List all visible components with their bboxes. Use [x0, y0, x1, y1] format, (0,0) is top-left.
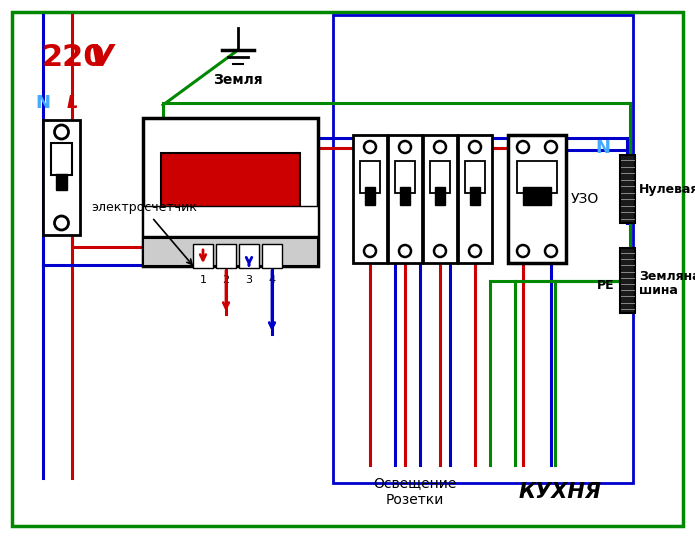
Bar	[620, 155, 635, 223]
Bar	[465, 161, 485, 193]
Text: 4: 4	[268, 275, 275, 285]
Text: Земляная
шина: Земляная шина	[639, 270, 695, 298]
Circle shape	[399, 141, 411, 153]
Bar	[161, 153, 300, 208]
Bar	[43, 120, 80, 235]
Text: Нулевая: Нулевая	[639, 182, 695, 195]
Text: PE: PE	[598, 279, 615, 292]
Bar	[143, 206, 318, 236]
Bar	[56, 174, 67, 190]
Bar	[143, 118, 318, 266]
Circle shape	[54, 125, 69, 139]
Text: V: V	[90, 44, 113, 73]
Circle shape	[364, 245, 376, 257]
Text: Розетки: Розетки	[386, 493, 444, 507]
Text: КУХНЯ: КУХНЯ	[518, 482, 601, 502]
Bar	[423, 135, 457, 263]
Bar	[430, 161, 450, 193]
Text: L: L	[66, 94, 78, 112]
Bar	[239, 244, 259, 268]
Bar	[143, 238, 318, 266]
Circle shape	[469, 245, 481, 257]
Text: N: N	[35, 94, 51, 112]
Bar	[333, 15, 633, 483]
Bar	[400, 187, 410, 205]
Bar	[51, 143, 72, 175]
Circle shape	[54, 216, 69, 230]
Text: 1: 1	[199, 275, 206, 285]
Bar	[353, 135, 387, 263]
Circle shape	[545, 141, 557, 153]
Text: электросчетчик: электросчетчик	[91, 202, 197, 265]
Bar	[388, 135, 422, 263]
Bar	[517, 161, 557, 193]
Bar	[395, 161, 415, 193]
Circle shape	[469, 141, 481, 153]
Circle shape	[545, 245, 557, 257]
Circle shape	[434, 245, 446, 257]
Text: 220: 220	[42, 44, 106, 73]
Bar	[470, 187, 480, 205]
Bar	[360, 161, 380, 193]
Bar	[216, 244, 236, 268]
Bar	[620, 248, 635, 313]
Text: УЗО: УЗО	[571, 192, 599, 206]
Text: Освещение: Освещение	[373, 476, 457, 490]
Text: N: N	[596, 139, 610, 157]
Bar	[365, 187, 375, 205]
Bar	[435, 187, 445, 205]
Circle shape	[399, 245, 411, 257]
Bar	[523, 187, 551, 205]
Text: Земля: Земля	[213, 73, 263, 87]
Text: 3: 3	[245, 275, 252, 285]
Bar	[508, 135, 566, 263]
Bar	[458, 135, 492, 263]
Circle shape	[517, 245, 529, 257]
Circle shape	[364, 141, 376, 153]
Circle shape	[517, 141, 529, 153]
Bar	[262, 244, 282, 268]
Text: 2: 2	[222, 275, 229, 285]
Bar	[193, 244, 213, 268]
Circle shape	[434, 141, 446, 153]
